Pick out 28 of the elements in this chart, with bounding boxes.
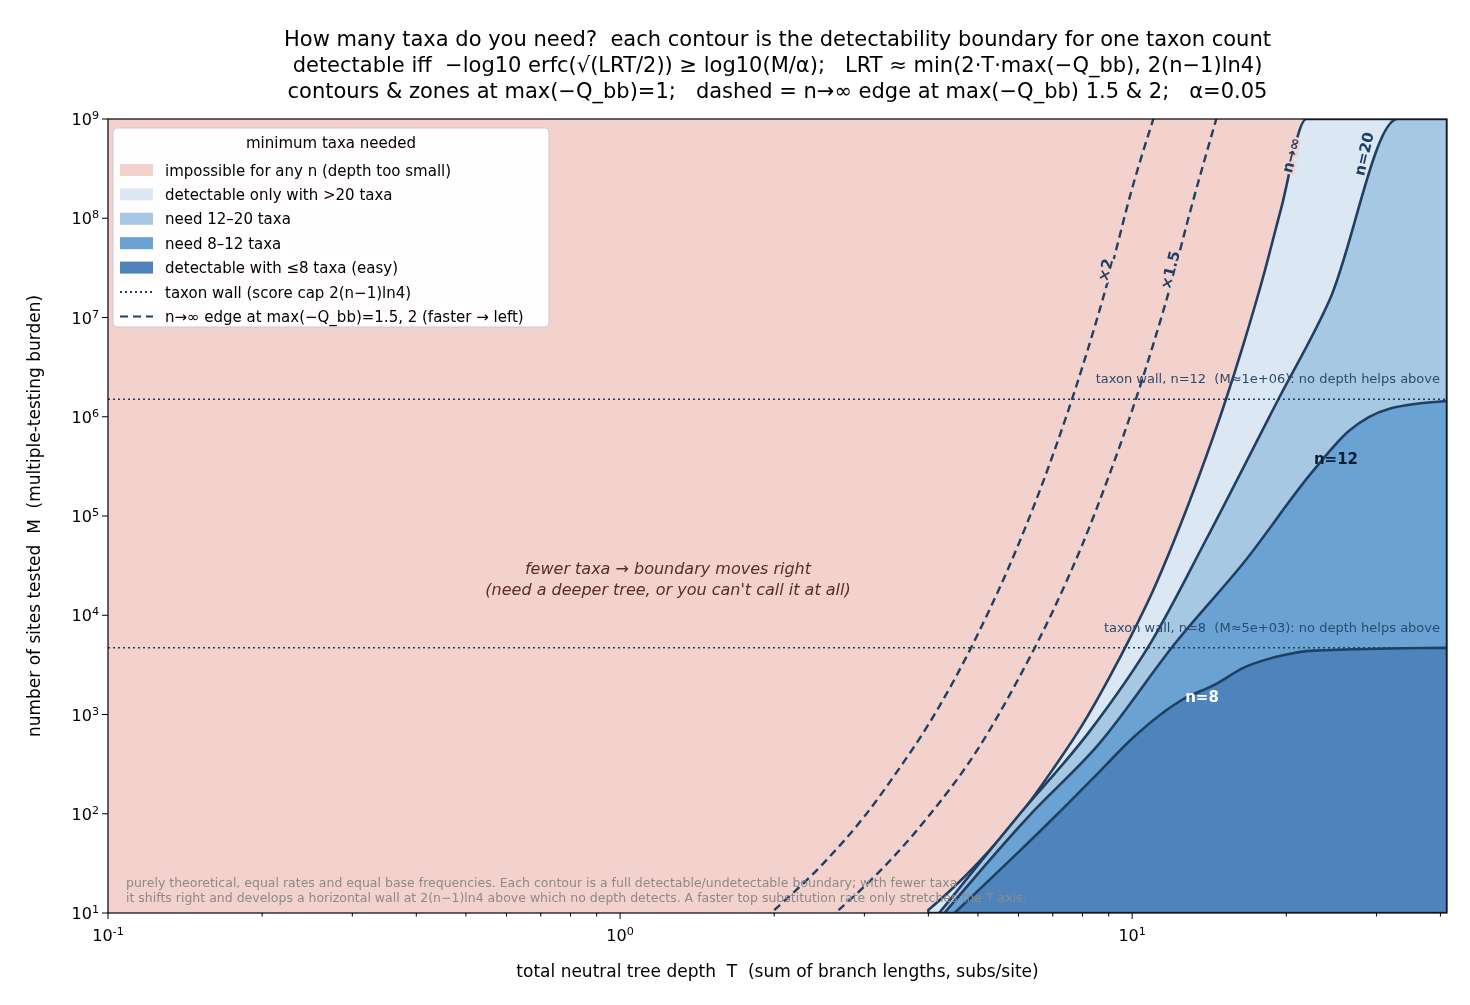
chart-title: How many taxa do you need? each contour is the detectability boundary for one taxon count — [284, 27, 1271, 51]
y-tick-label: 10$^{4}$ — [71, 604, 99, 626]
y-axis-title: number of sites tested M (multiple-testing burden) — [24, 294, 44, 738]
y-tick-label: 10$^{5}$ — [71, 505, 99, 526]
y-tick-label: 10$^{2}$ — [71, 803, 99, 824]
y-tick-label: 10$^{1}$ — [71, 902, 99, 923]
legend-label: taxon wall (score cap 2(n−1)ln4) — [165, 283, 412, 302]
legend-label: need 8–12 taxa — [165, 234, 282, 253]
x-tick-label: 10$^{1}$ — [1118, 924, 1146, 945]
annotation: n=20 — [1350, 130, 1378, 178]
annotation: fewer taxa → boundary moves right (need a deeper tree, or you can't call it at all) — [485, 559, 851, 599]
x-axis-title: total neutral tree depth T (sum of branch lengths, subs/site) — [516, 961, 1039, 981]
band-label: impossible for any n (depth too small) — [165, 161, 452, 180]
legend-label: detectable with ≤8 taxa (easy) — [165, 259, 399, 278]
y-tick-label: 10$^{6}$ — [71, 406, 99, 427]
annotation: ×2 — [1094, 256, 1118, 284]
x-tick-label: 10$^{0}$ — [606, 924, 634, 945]
chart-subtitle: detectable iff −log10 erfc(√(LRT/2)) ≥ log10(M/α); LRT ≈ min(2·T·max(−Q_bb), 2(n−1)ln4) contours & zones at max(−Q_bb)=1; dashed = n→∞ edge at max(−Q_bb) 1.5 & 2; α=0.05 — [287, 53, 1268, 104]
legend-title: minimum taxa needed — [245, 134, 417, 152]
legend-label: n→∞ edge at max(−Q_bb)=1.5, 2 (faster → left) — [165, 307, 524, 327]
x-tick-label: 10$^{-1}$ — [92, 924, 124, 945]
legend-label: need 12–20 taxa — [165, 210, 291, 229]
y-tick-label: 10$^{7}$ — [71, 307, 99, 328]
annotation: n=8 — [1185, 688, 1219, 706]
y-tick-label: 10$^{8}$ — [71, 207, 99, 229]
y-tick-label: 10$^{9}$ — [71, 108, 99, 129]
y-tick-label: 10$^{3}$ — [71, 704, 99, 725]
legend-label: detectable only with >20 taxa — [165, 185, 393, 204]
